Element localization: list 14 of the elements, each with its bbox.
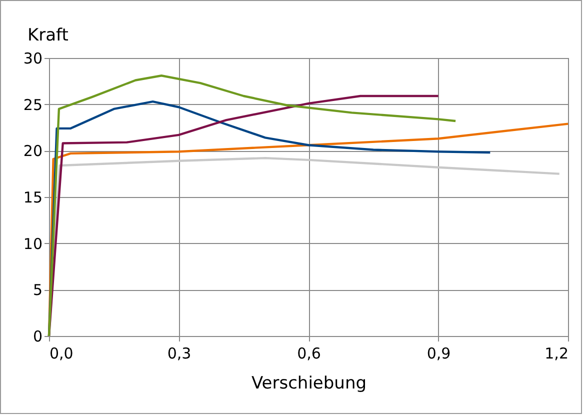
x-tick-label: 0,3 (167, 344, 192, 362)
x-tick-label: 0,0 (50, 344, 74, 362)
x-tick-label: 1,2 (544, 344, 568, 362)
y-axis-title: Kraft (28, 26, 69, 46)
x-axis-title: Verschiebung (251, 374, 367, 394)
y-tick-label: 30 (23, 50, 42, 68)
y-tick-label: 15 (23, 188, 42, 206)
y-tick-label: 20 (23, 142, 42, 160)
y-tick-label: 10 (23, 234, 42, 253)
y-tick-label: 5 (32, 281, 42, 300)
y-tick-label: 25 (23, 96, 42, 114)
x-tick-label: 0,6 (297, 344, 321, 362)
y-tick-label: 0 (32, 328, 42, 346)
x-tick-label: 0,9 (426, 344, 451, 362)
